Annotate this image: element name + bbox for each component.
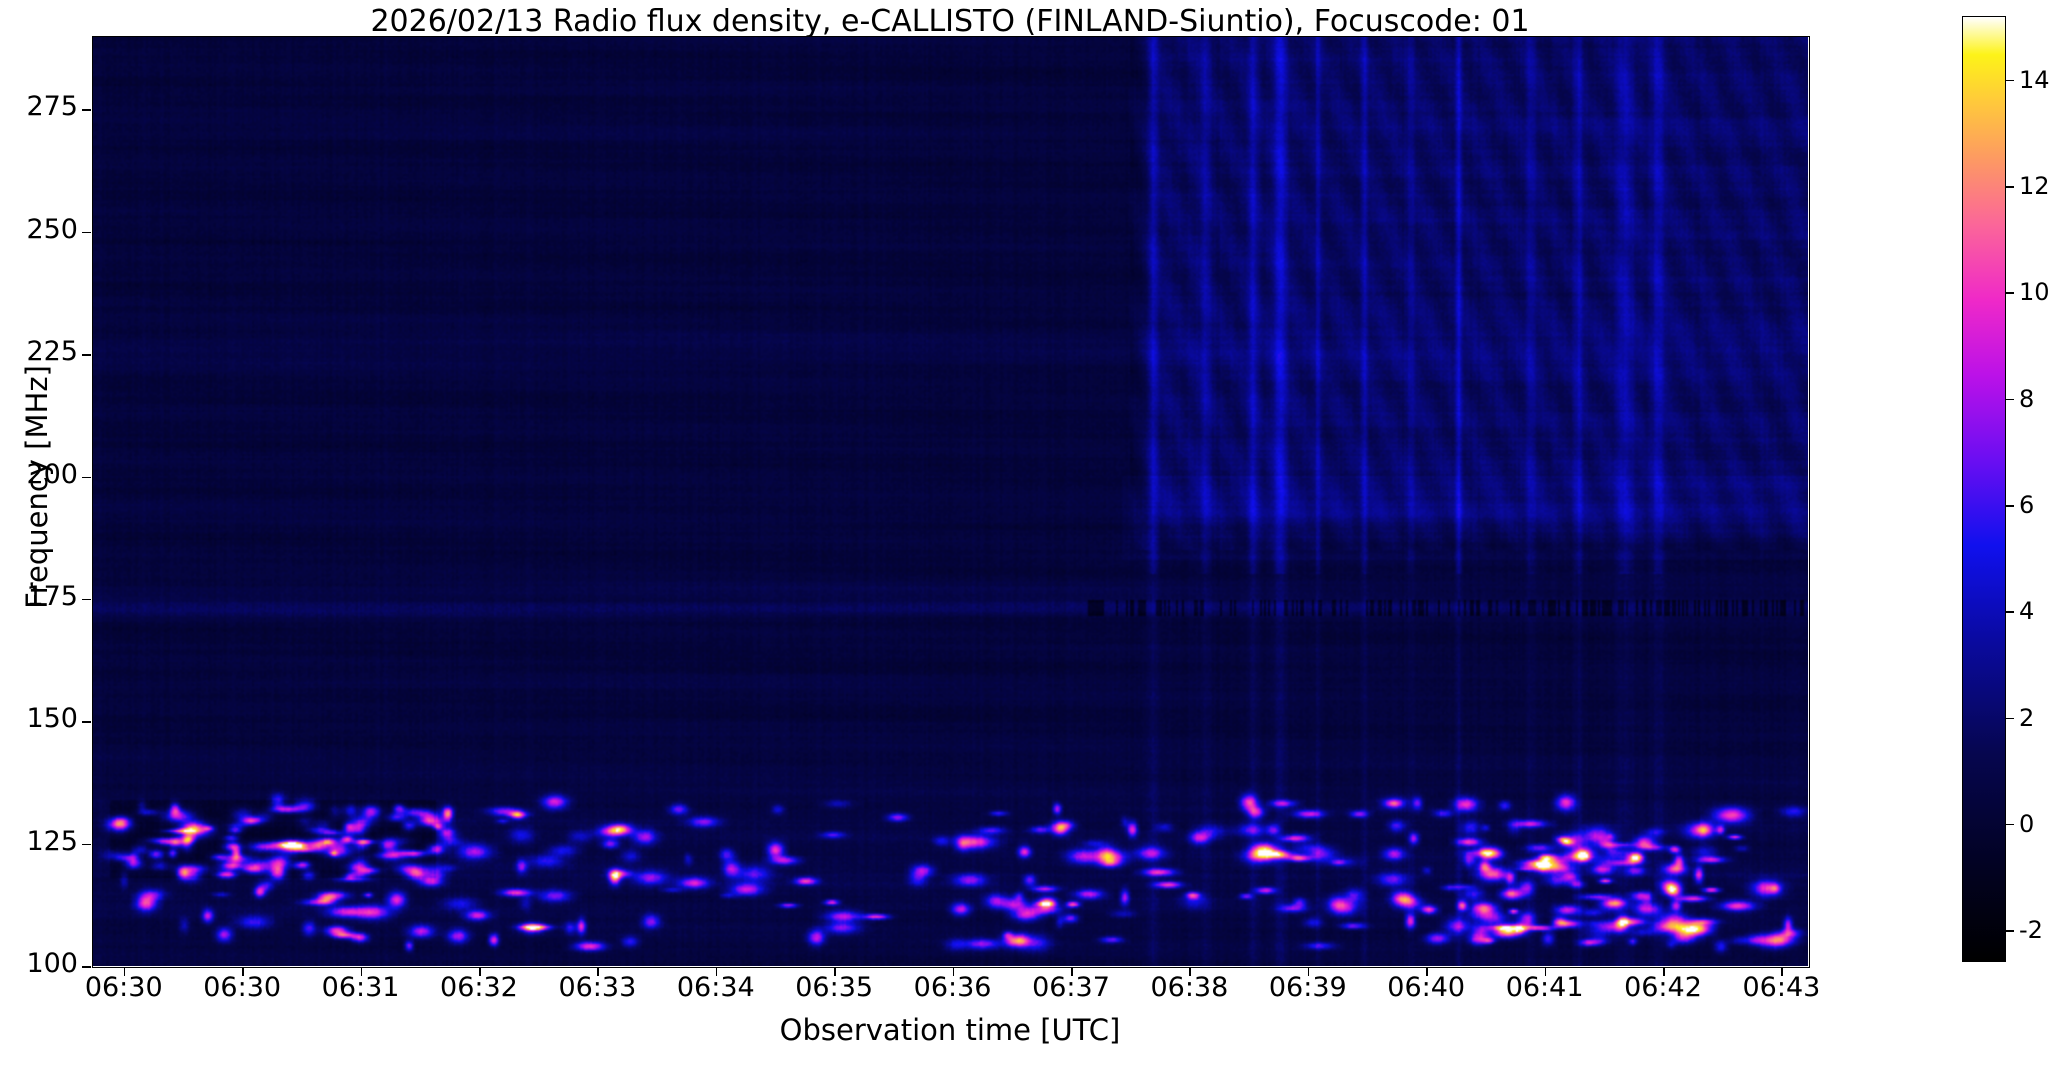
x-tick-mark — [597, 967, 599, 976]
x-tick-label: 06:41 — [1505, 972, 1584, 1003]
x-tick-mark — [360, 967, 363, 976]
x-tick-mark — [1189, 967, 1191, 976]
colorbar-tick-mark — [2006, 398, 2014, 401]
y-tick-label: 225 — [26, 336, 78, 368]
colorbar-tick-mark — [2006, 186, 2014, 188]
y-tick-mark — [82, 231, 91, 234]
colorbar-tick-mark — [2006, 504, 2014, 507]
x-tick-label: 06:33 — [558, 972, 637, 1003]
colorbar-tick-label: 4 — [2019, 597, 2035, 626]
x-tick-mark — [952, 967, 955, 976]
colorbar-tick-label: 2 — [2019, 703, 2035, 732]
y-tick-mark — [82, 966, 91, 968]
x-tick-label: 06:37 — [1032, 972, 1110, 1003]
y-tick-label: 100 — [26, 948, 78, 979]
x-tick-mark — [1307, 967, 1310, 976]
x-tick-label: 06:30 — [203, 972, 282, 1003]
colorbar-tick-label: -2 — [2019, 916, 2043, 945]
x-tick-mark — [123, 967, 126, 976]
colorbar-tick-mark — [2006, 292, 2014, 294]
x-tick-mark — [242, 967, 244, 976]
colorbar-tick-label: 10 — [2019, 278, 2050, 307]
x-tick-mark — [1426, 967, 1428, 976]
y-tick-mark — [82, 476, 91, 479]
x-tick-mark — [1662, 967, 1665, 976]
colorbar-tick-label: 12 — [2019, 172, 2050, 201]
page-title: 2026/02/13 Radio flux density, e-CALLIST… — [370, 4, 1530, 39]
x-tick-mark — [478, 967, 481, 976]
x-tick-label: 06:36 — [913, 972, 992, 1003]
x-tick-label: 06:38 — [1150, 972, 1229, 1003]
x-tick-mark — [834, 967, 836, 976]
colorbar-tick-label: 6 — [2019, 490, 2035, 519]
x-tick-label: 06:31 — [321, 972, 400, 1003]
y-tick-mark — [82, 843, 91, 846]
x-tick-label: 06:32 — [440, 972, 518, 1003]
colorbar[interactable]: 14 12 10 8 6 4 2 0 -2 — [1962, 16, 2050, 962]
colorbar-tick-label: 0 — [2019, 809, 2035, 838]
y-tick-label: 250 — [26, 213, 78, 245]
y-tick-label: 275 — [26, 91, 78, 123]
x-tick-label: 06:42 — [1624, 972, 1702, 1003]
x-tick-mark — [715, 967, 718, 976]
colorbar-tick-mark — [2006, 930, 2014, 932]
x-tick-mark — [1781, 967, 1783, 976]
colorbar-tick-mark — [2006, 717, 2014, 720]
y-tick-label: 200 — [26, 458, 78, 490]
y-tick-mark — [82, 721, 91, 723]
y-axis-ticks: 275 250 225 200 175 150 125 100 — [0, 0, 78, 1067]
x-tick-label: 06:35 — [795, 972, 874, 1003]
y-tick-mark — [82, 598, 91, 601]
spectrogram-image — [92, 36, 1808, 966]
x-tick-label: 06:43 — [1742, 972, 1821, 1003]
colorbar-gradient — [1962, 16, 2006, 962]
y-tick-label: 175 — [26, 580, 78, 612]
colorbar-tick-label: 8 — [2019, 384, 2035, 413]
x-axis-label: Observation time [UTC] — [779, 1013, 1121, 1047]
x-tick-mark — [1544, 967, 1547, 976]
colorbar-tick-mark — [2006, 79, 2014, 82]
spectrogram-plot-area[interactable] — [92, 36, 1808, 966]
x-tick-label: 06:34 — [676, 972, 755, 1003]
colorbar-tick-mark — [2006, 823, 2014, 826]
y-tick-mark — [82, 354, 91, 356]
y-tick-mark — [82, 109, 91, 111]
y-tick-label: 150 — [26, 703, 78, 735]
x-tick-label: 06:40 — [1387, 972, 1466, 1003]
x-tick-label: 06:30 — [84, 972, 163, 1003]
colorbar-tick-mark — [2006, 611, 2014, 613]
x-tick-label: 06:39 — [1268, 972, 1347, 1003]
y-tick-label: 125 — [26, 825, 78, 857]
colorbar-tick-label: 14 — [2019, 65, 2050, 94]
x-tick-mark — [1070, 967, 1073, 976]
